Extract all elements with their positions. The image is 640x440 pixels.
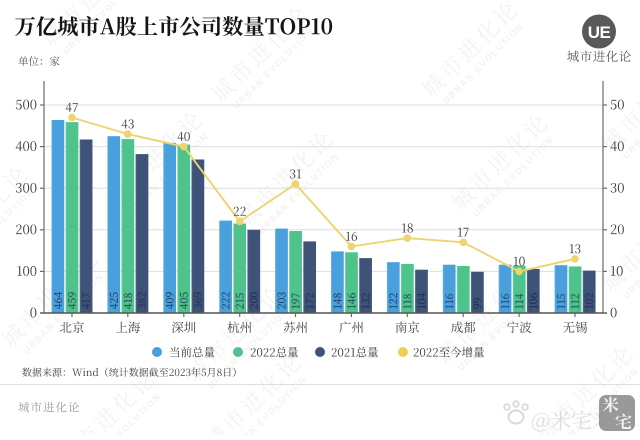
svg-text:UE: UE: [588, 23, 611, 42]
